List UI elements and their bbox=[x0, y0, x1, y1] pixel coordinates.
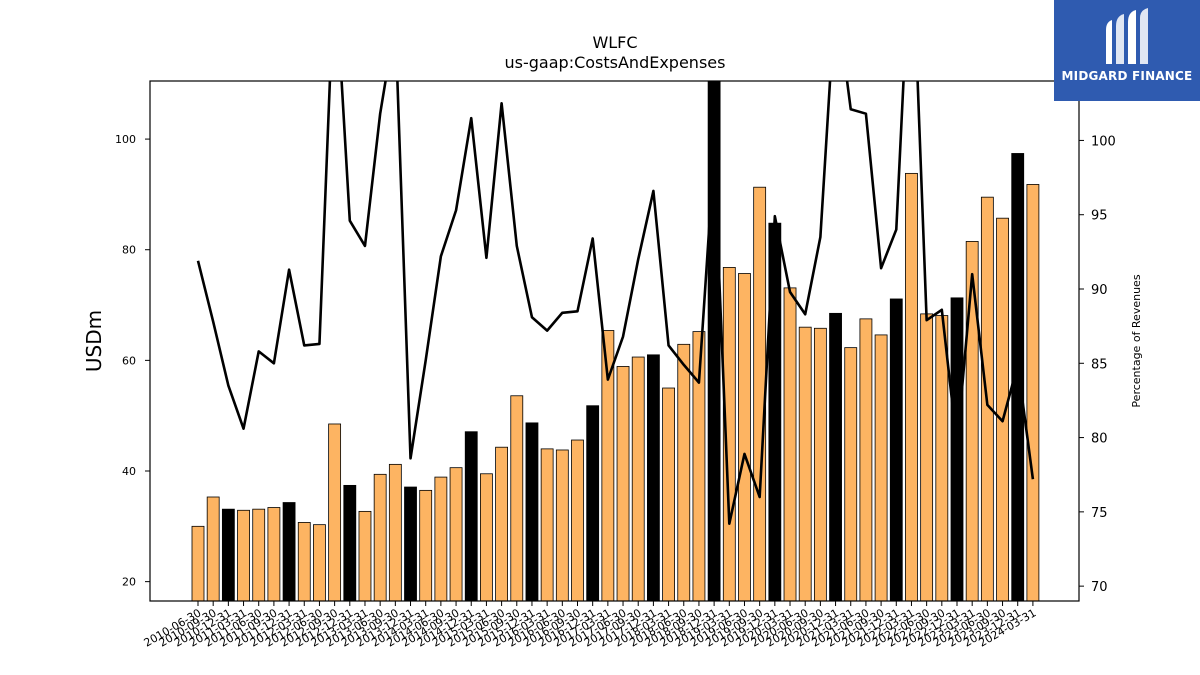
bar-2016-06-30 bbox=[555, 449, 569, 601]
bar-2012-03-31 bbox=[297, 522, 311, 601]
bar-2014-09-30 bbox=[449, 467, 463, 601]
bar-2010-06-30 bbox=[191, 525, 205, 601]
y-right-tick-label-100: 100 bbox=[1091, 134, 1116, 149]
y-right-tick-label-90: 90 bbox=[1091, 283, 1108, 298]
bar-2019-06-30 bbox=[738, 273, 751, 601]
bar-2019-09-30 bbox=[753, 186, 767, 601]
bar-2015-03-31 bbox=[480, 473, 493, 601]
bar-2023-12-31 bbox=[1011, 153, 1025, 601]
plot-frame bbox=[149, 80, 1080, 602]
y-tick-label-40: 40 bbox=[122, 465, 136, 478]
bar-2022-12-31 bbox=[950, 297, 964, 601]
brand-name: MIDGARD FINANCE bbox=[1061, 69, 1193, 83]
bar-2024-03-31 bbox=[1026, 184, 1040, 601]
y-axis-label-right: Percentage of Revenues bbox=[1130, 274, 1143, 407]
bar-2013-03-31 bbox=[358, 510, 372, 601]
left-axis-ticks: 20 40 60 80 100 bbox=[115, 133, 150, 589]
bar-2015-09-30 bbox=[510, 395, 524, 601]
y-tick-label-20: 20 bbox=[122, 576, 136, 589]
bar-2011-12-31 bbox=[282, 502, 296, 601]
x-axis-ticks: 2010-06-302010-09-302010-12-312011-03-31… bbox=[142, 601, 1038, 650]
bar-2016-09-30 bbox=[571, 439, 584, 601]
bar-2016-03-31 bbox=[540, 448, 554, 601]
y-axis-label: USDm bbox=[82, 310, 106, 372]
midgard-logo-icon bbox=[1106, 8, 1148, 64]
bar-2011-06-30 bbox=[252, 508, 266, 601]
bar-2010-09-30 bbox=[206, 496, 220, 601]
y-tick-label-100: 100 bbox=[115, 133, 136, 146]
bar-2021-12-31 bbox=[889, 298, 903, 601]
bar-2017-09-30 bbox=[631, 356, 645, 601]
y-tick-label-60: 60 bbox=[122, 354, 136, 367]
y-right-tick-label-70: 70 bbox=[1091, 580, 1108, 595]
chart-subtitle: us-gaap:CostsAndExpenses bbox=[505, 53, 726, 72]
bar-2020-09-30 bbox=[813, 327, 827, 601]
bar-2019-03-31 bbox=[722, 267, 736, 601]
bar-2021-09-30 bbox=[874, 334, 888, 601]
brand-logo: MIDGARD FINANCE bbox=[1054, 0, 1200, 101]
bar-2012-09-30 bbox=[328, 423, 342, 601]
y-right-tick-label-85: 85 bbox=[1091, 357, 1108, 372]
bar-2015-06-30 bbox=[495, 446, 509, 601]
bar-2022-06-30 bbox=[920, 313, 934, 601]
y-right-tick-label-95: 95 bbox=[1091, 209, 1108, 224]
bar-series bbox=[191, 81, 1040, 601]
bar-2012-06-30 bbox=[313, 524, 326, 601]
y-tick-label-80: 80 bbox=[122, 244, 136, 257]
bar-2023-03-31 bbox=[965, 241, 979, 601]
bar-2020-06-30 bbox=[798, 326, 812, 601]
bar-2018-06-30 bbox=[677, 343, 691, 601]
bar-2011-03-31 bbox=[237, 509, 250, 601]
bar-2021-06-30 bbox=[859, 318, 873, 601]
bar-2018-03-31 bbox=[662, 387, 675, 601]
bar-2016-12-31 bbox=[586, 405, 600, 601]
bar-2020-03-31 bbox=[783, 287, 797, 601]
bar-2012-12-31 bbox=[343, 484, 357, 601]
bar-2020-12-31 bbox=[829, 312, 842, 601]
bar-2017-06-30 bbox=[616, 366, 630, 601]
bar-2017-03-31 bbox=[601, 330, 615, 601]
bar-2017-12-31 bbox=[647, 354, 660, 601]
bar-2014-03-31 bbox=[419, 489, 433, 601]
bar-2023-09-30 bbox=[996, 217, 1009, 601]
bar-2014-12-31 bbox=[464, 431, 478, 601]
y-right-tick-label-80: 80 bbox=[1091, 432, 1108, 447]
right-axis-ticks: 70 75 80 85 90 95 100 bbox=[1079, 134, 1116, 595]
bar-2021-03-31 bbox=[844, 347, 858, 601]
bar-2011-09-30 bbox=[267, 507, 281, 601]
bar-2014-06-30 bbox=[434, 476, 448, 601]
line-series-group bbox=[196, 81, 1035, 526]
chart-title: WLFC bbox=[592, 33, 637, 52]
y-right-tick-label-75: 75 bbox=[1091, 506, 1108, 521]
bar-2018-09-30 bbox=[692, 331, 706, 601]
bar-2015-12-31 bbox=[525, 422, 539, 601]
bar-2013-12-31 bbox=[404, 486, 417, 601]
bar-2013-09-30 bbox=[388, 463, 402, 601]
bar-2010-12-31 bbox=[221, 508, 235, 601]
line-series bbox=[196, 81, 1035, 526]
bar-2022-03-31 bbox=[905, 172, 918, 601]
bar-2013-06-30 bbox=[373, 473, 387, 601]
